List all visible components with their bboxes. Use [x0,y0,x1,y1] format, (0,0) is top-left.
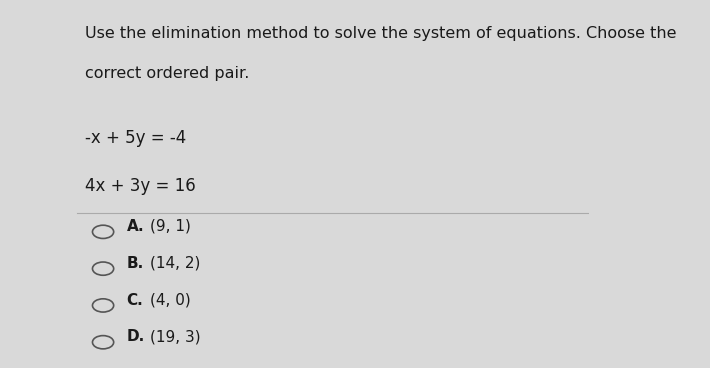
Text: A.: A. [126,219,144,234]
Text: 4x + 3y = 16: 4x + 3y = 16 [85,177,196,195]
Text: (19, 3): (19, 3) [151,329,201,344]
Text: -x + 5y = -4: -x + 5y = -4 [85,129,187,147]
Text: (9, 1): (9, 1) [151,219,191,234]
Text: C.: C. [126,293,143,308]
Text: Use the elimination method to solve the system of equations. Choose the: Use the elimination method to solve the … [85,26,677,41]
Text: (4, 0): (4, 0) [151,293,191,308]
Text: correct ordered pair.: correct ordered pair. [85,66,250,81]
Text: (14, 2): (14, 2) [151,256,200,271]
Text: D.: D. [126,329,145,344]
Text: B.: B. [126,256,144,271]
